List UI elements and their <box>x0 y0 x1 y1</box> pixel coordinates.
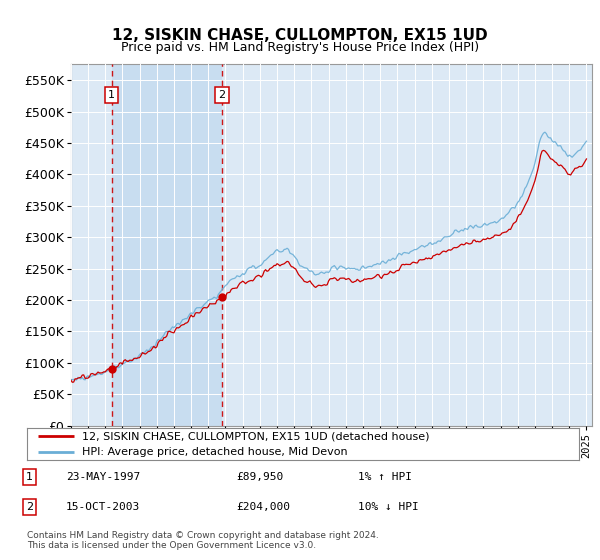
Text: 2: 2 <box>218 90 226 100</box>
Text: 1: 1 <box>108 90 115 100</box>
Text: 1: 1 <box>26 472 33 482</box>
Text: 10% ↓ HPI: 10% ↓ HPI <box>358 502 419 512</box>
Text: 12, SISKIN CHASE, CULLOMPTON, EX15 1UD: 12, SISKIN CHASE, CULLOMPTON, EX15 1UD <box>112 28 488 43</box>
Text: 23-MAY-1997: 23-MAY-1997 <box>65 472 140 482</box>
Text: 12, SISKIN CHASE, CULLOMPTON, EX15 1UD (detached house): 12, SISKIN CHASE, CULLOMPTON, EX15 1UD (… <box>82 431 430 441</box>
Text: £89,950: £89,950 <box>237 472 284 482</box>
Text: £204,000: £204,000 <box>237 502 291 512</box>
Text: Contains HM Land Registry data © Crown copyright and database right 2024.: Contains HM Land Registry data © Crown c… <box>27 531 379 540</box>
Text: Price paid vs. HM Land Registry's House Price Index (HPI): Price paid vs. HM Land Registry's House … <box>121 41 479 54</box>
Bar <box>112 64 222 426</box>
Text: 1% ↑ HPI: 1% ↑ HPI <box>358 472 412 482</box>
Text: HPI: Average price, detached house, Mid Devon: HPI: Average price, detached house, Mid … <box>82 447 348 457</box>
Text: 2: 2 <box>26 502 34 512</box>
Text: This data is licensed under the Open Government Licence v3.0.: This data is licensed under the Open Gov… <box>27 541 316 550</box>
Text: 15-OCT-2003: 15-OCT-2003 <box>65 502 140 512</box>
